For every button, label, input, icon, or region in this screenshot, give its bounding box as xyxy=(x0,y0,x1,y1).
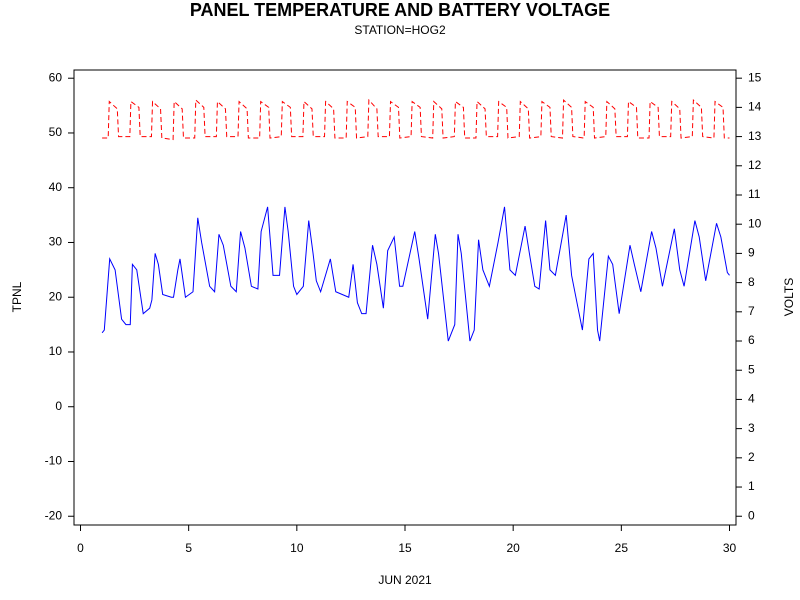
y2-tick-label: 0 xyxy=(748,508,755,522)
y2-tick-label: 5 xyxy=(748,362,755,376)
x-tick-label: 5 xyxy=(185,541,192,555)
x-axis-label: JUN 2021 xyxy=(378,573,432,587)
chart-subtitle: STATION=HOG2 xyxy=(354,23,446,37)
y-tick-label: 30 xyxy=(49,235,63,249)
y-tick-label: 20 xyxy=(49,289,63,303)
y-tick-label: -10 xyxy=(45,454,63,468)
y2-tick-label: 14 xyxy=(748,100,762,114)
y2-tick-label: 15 xyxy=(748,70,762,84)
y2-tick-label: 3 xyxy=(748,421,755,435)
y2-tick-label: 13 xyxy=(748,129,762,143)
y-axis-label: TPNL xyxy=(10,281,24,312)
y-tick-label: 10 xyxy=(49,344,63,358)
x-tick-label: 15 xyxy=(398,541,412,555)
x-tick-label: 10 xyxy=(290,541,304,555)
series-line xyxy=(102,98,730,141)
y-tick-label: -20 xyxy=(45,508,63,522)
chart-title: PANEL TEMPERATURE AND BATTERY VOLTAGE xyxy=(190,0,610,20)
y2-tick-label: 6 xyxy=(748,333,755,347)
y2-tick-label: 1 xyxy=(748,479,755,493)
x-tick-label: 0 xyxy=(77,541,84,555)
y2-tick-label: 2 xyxy=(748,450,755,464)
y-tick-label: 0 xyxy=(55,399,62,413)
series-line xyxy=(101,206,730,342)
y2-tick-label: 12 xyxy=(748,158,762,172)
x-tick-label: 30 xyxy=(723,541,737,555)
y2-axis-label: VOLTS xyxy=(782,278,796,316)
y-tick-label: 60 xyxy=(49,70,63,84)
y2-tick-label: 7 xyxy=(748,304,755,318)
y2-tick-label: 9 xyxy=(748,246,755,260)
y2-tick-label: 11 xyxy=(748,187,761,201)
y-tick-label: 50 xyxy=(49,125,63,139)
y2-tick-label: 10 xyxy=(748,216,762,230)
x-tick-label: 25 xyxy=(615,541,629,555)
y2-tick-label: 8 xyxy=(748,275,755,289)
x-tick-label: 20 xyxy=(506,541,520,555)
y-tick-label: 40 xyxy=(49,180,63,194)
y2-tick-label: 4 xyxy=(748,392,755,406)
